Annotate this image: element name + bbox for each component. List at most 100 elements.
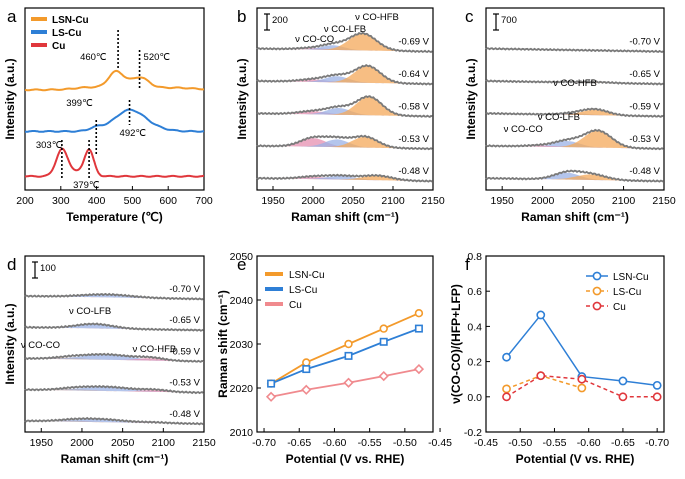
spectrum-line	[256, 31, 433, 54]
y-tick-label: -0.2	[464, 427, 482, 439]
y-tick-label: 0.4	[467, 321, 482, 333]
legend-marker-LS-Cu	[592, 286, 602, 296]
x-tick-label: -0.70	[645, 437, 669, 449]
y-tick-label: 0.0	[467, 392, 482, 404]
spectrum-line	[24, 292, 204, 301]
data-point	[577, 374, 587, 384]
legend-label-LS-Cu: LS-Cu	[613, 287, 641, 298]
x-tick-label: -0.45	[428, 437, 452, 449]
fit-component	[486, 178, 664, 182]
spectrum-line	[485, 47, 664, 54]
fit-component	[257, 138, 433, 149]
data-point	[414, 309, 424, 318]
panel-d-raman-chart: d 1950 2000 2050 2100 2150 Raman shift (cm⁻¹) I…	[3, 255, 216, 466]
x-tick-label: -0.55	[542, 437, 566, 449]
band-label: ν CO-CO	[21, 340, 60, 351]
band-label: ν CO-LFB	[538, 112, 580, 123]
y-tick-label: 2050	[230, 251, 254, 263]
band-label: ν CO-HFB	[132, 344, 176, 355]
y-tick-label: 2030	[230, 339, 254, 351]
y-tick-label: 0.6	[467, 286, 482, 298]
fit-component	[25, 354, 204, 362]
y-tick-label: 2010	[230, 427, 254, 439]
spectrum-line	[24, 322, 204, 332]
x-tick-label: 2100	[612, 195, 636, 207]
panel-letter-b: b	[237, 7, 246, 26]
x-tick-label: -0.70	[252, 437, 276, 449]
y-tick-label: 0.2	[467, 357, 482, 369]
x-tick-label: 400	[88, 195, 106, 207]
data-point	[618, 392, 628, 402]
x-tick-label: -0.50	[508, 437, 532, 449]
data-point	[652, 392, 662, 402]
x-tick-label: 2150	[652, 195, 676, 207]
legend-marker-Cu	[592, 301, 602, 311]
x-tick-label: 2100	[381, 195, 405, 207]
potential-label: -0.53 V	[169, 378, 200, 389]
data-point	[301, 384, 312, 395]
data-point	[414, 324, 423, 333]
scale-bar-label: 700	[501, 15, 517, 26]
x-tick-label: 2000	[301, 195, 325, 207]
spectrum-line	[256, 95, 433, 118]
panel-f-frame	[485, 255, 665, 433]
panel-letter-e: e	[237, 255, 246, 274]
x-tick-label: 1950	[30, 437, 54, 449]
x-tick-label: 2000	[70, 437, 94, 449]
data-point	[577, 383, 587, 393]
potential-label: -0.53 V	[398, 134, 429, 145]
x-tick-label: 2150	[421, 195, 445, 207]
scale-bar-label: 100	[40, 263, 56, 274]
peak-annotation: 303℃	[36, 140, 63, 151]
x-tick-label: 200	[16, 195, 34, 207]
data-point	[502, 352, 511, 362]
data-point	[502, 392, 511, 402]
band-label: ν CO-CO	[504, 124, 543, 135]
x-tick-label: 1950	[261, 195, 285, 207]
x-tick-label: 2100	[152, 437, 176, 449]
y-axis-label: Intensity (a.u.)	[3, 303, 17, 384]
data-point	[502, 384, 511, 394]
data-point	[267, 379, 276, 388]
potential-label: -0.64 V	[398, 69, 429, 80]
band-label: ν CO-CO	[295, 34, 334, 45]
x-tick-label: 2050	[111, 437, 135, 449]
panel-a-frame	[24, 7, 205, 191]
x-tick-label: 1950	[491, 195, 515, 207]
potential-label: -0.65 V	[169, 315, 200, 326]
data-point	[344, 339, 353, 349]
spectrum-line	[485, 79, 664, 86]
band-label: ν CO-HFB	[355, 12, 399, 23]
data-point	[618, 376, 628, 386]
fit-component	[25, 386, 204, 393]
y-axis-label: Intensity (a.u.)	[464, 58, 478, 139]
x-tick-label: -0.65	[287, 437, 311, 449]
data-point	[379, 337, 388, 346]
potential-label: -0.48 V	[629, 166, 660, 177]
x-axis-label: Raman shift (cm⁻¹)	[291, 210, 399, 224]
data-point	[652, 380, 662, 390]
spectrum-line	[485, 169, 664, 183]
panel-letter-f: f	[465, 255, 470, 274]
x-axis-label: Raman shift (cm⁻¹)	[521, 210, 629, 224]
spectrum-line	[256, 173, 433, 183]
x-tick-label: 600	[159, 195, 177, 207]
panel-letter-d: d	[7, 255, 16, 274]
legend-marker-LSN-Cu	[592, 271, 602, 281]
y-tick-label: 2020	[230, 383, 254, 395]
fit-component	[257, 175, 433, 182]
fit-component	[486, 113, 664, 117]
fit-component	[257, 136, 433, 149]
fit-component	[25, 294, 204, 300]
panel-b-raman-chart: b 1950 2000 2050 2100 2150 Raman shift (cm⁻¹) I…	[235, 7, 445, 224]
data-point	[343, 377, 354, 388]
x-tick-label: -0.50	[393, 437, 417, 449]
data-point	[302, 358, 311, 367]
potential-label: -0.69 V	[398, 37, 429, 48]
x-axis-label: Potential (V vs. RHE)	[516, 452, 635, 466]
spectrum-line	[485, 107, 664, 118]
peak-annotation: 460℃	[80, 52, 107, 63]
y-axis-label: ν(CO-CO)/(HFP+LFP)	[449, 284, 463, 404]
x-tick-label: -0.65	[611, 437, 635, 449]
